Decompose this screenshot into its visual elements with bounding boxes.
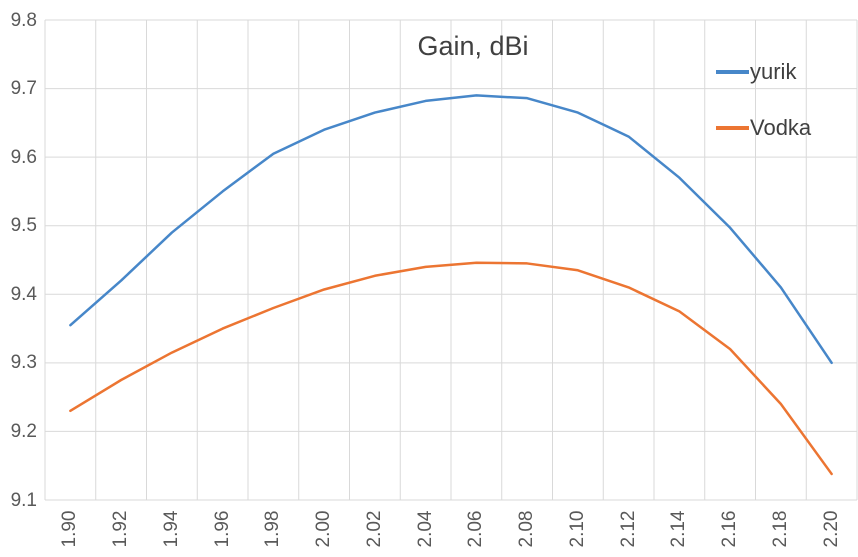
y-axis-tick-label: 9.7 <box>10 78 37 100</box>
y-axis-tick-label: 9.3 <box>10 352 37 374</box>
y-axis-tick-label: 9.4 <box>10 283 37 305</box>
x-axis-tick-label: 2.16 <box>719 510 741 548</box>
x-axis-tick-label: 1.96 <box>211 510 233 548</box>
legend-label-yurik: yurik <box>750 59 797 84</box>
legend-marker-yurik <box>716 70 749 74</box>
y-axis-tick-label: 9.1 <box>10 489 37 511</box>
x-axis-tick-label: 1.98 <box>262 510 284 548</box>
x-axis-tick-label: 2.06 <box>465 510 487 548</box>
legend-item-vodka: Vodka <box>716 111 811 145</box>
legend: yurik Vodka <box>716 55 811 167</box>
x-axis-tick-label: 2.04 <box>414 510 436 548</box>
x-axis-tick-label: 1.92 <box>110 510 132 548</box>
x-axis-tick-label: 1.90 <box>59 510 81 548</box>
x-axis-tick-label: 2.00 <box>313 510 335 548</box>
legend-item-yurik: yurik <box>716 55 811 89</box>
x-axis-tick-label: 2.20 <box>820 510 842 548</box>
legend-marker-vodka <box>716 126 749 130</box>
series-line-yurik <box>69 94 833 365</box>
x-axis-tick-label: 2.14 <box>668 510 690 548</box>
x-axis-tick-label: 2.10 <box>566 510 588 548</box>
x-axis-tick-label: 2.18 <box>769 510 791 548</box>
x-axis-tick-label: 2.02 <box>363 510 385 548</box>
y-axis-tick-label: 9.2 <box>10 420 37 442</box>
chart-title: Gain, dBi <box>417 31 529 61</box>
legend-label-vodka: Vodka <box>750 115 812 140</box>
x-axis-tick-label: 1.94 <box>160 510 182 548</box>
y-axis-tick-label: 9.5 <box>10 215 37 237</box>
x-axis-tick-label: 2.12 <box>617 510 639 548</box>
y-axis-tick-label: 9.8 <box>10 9 37 31</box>
x-axis-tick-label: 2.08 <box>516 510 538 548</box>
y-axis-tick-label: 9.6 <box>10 146 37 168</box>
series-line-vodka <box>69 261 833 476</box>
